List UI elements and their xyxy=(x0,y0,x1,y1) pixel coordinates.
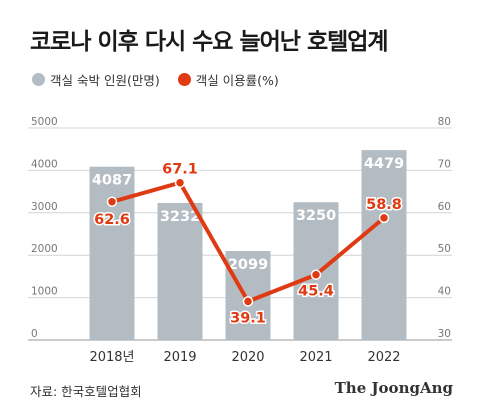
legend-swatch-guests xyxy=(32,73,45,86)
line-value-label: 39.1 xyxy=(230,310,266,326)
x-tick-label: 2020 xyxy=(231,350,264,365)
occupancy-point xyxy=(174,177,186,188)
line-value-label: 58.8 xyxy=(366,197,402,213)
chart-title: 코로나 이후 다시 수요 늘어난 호텔업계 xyxy=(30,29,389,55)
y-right-tick-label: 60 xyxy=(438,201,451,213)
legend-item-occupancy: 객실 이용률(%) xyxy=(177,70,279,89)
y-right-tick-label: 80 xyxy=(438,116,451,128)
y-left-tick-label: 0 xyxy=(31,328,38,340)
y-left-tick-label: 1000 xyxy=(31,286,58,298)
bar xyxy=(89,166,135,340)
x-tick-label: 2018년 xyxy=(89,350,134,365)
occupancy-point xyxy=(106,196,118,208)
bar-value-label: 2099 xyxy=(228,257,268,273)
y-left-tick-label: 2000 xyxy=(31,243,58,255)
line-value-label: 67.1 xyxy=(162,162,198,178)
legend-label-occupancy: 객실 이용률(%) xyxy=(195,73,279,88)
occupancy-point xyxy=(378,212,390,224)
line-value-label: 62.6 xyxy=(94,212,130,228)
y-right-tick-label: 30 xyxy=(438,328,451,340)
y-left-tick-label: 3000 xyxy=(31,201,58,213)
y-right-tick-label: 70 xyxy=(438,158,451,170)
source-note: 자료: 한국호텔업협회 xyxy=(30,384,142,399)
legend: 객실 숙박 인원(만명) 객실 이용률(%) xyxy=(32,70,297,89)
y-right-tick-label: 40 xyxy=(438,286,451,298)
occupancy-point xyxy=(310,269,322,280)
bar-value-label: 3232 xyxy=(160,209,200,225)
brand-logo: The JoongAng xyxy=(334,379,453,397)
bar xyxy=(157,202,203,340)
bar-value-label: 4479 xyxy=(364,156,404,172)
x-tick-label: 2021 xyxy=(299,350,332,365)
x-tick-label: 2019 xyxy=(163,350,196,365)
legend-item-guests: 객실 숙박 인원(만명) xyxy=(32,70,160,89)
y-right-tick-label: 50 xyxy=(438,243,451,255)
bar-value-label: 3250 xyxy=(296,208,336,224)
bar-value-label: 4087 xyxy=(92,173,132,189)
bar xyxy=(361,150,407,340)
line-value-label: 45.4 xyxy=(298,284,334,300)
y-left-tick-label: 5000 xyxy=(31,116,58,128)
y-left-tick-label: 4000 xyxy=(31,158,58,170)
x-tick-label: 2022 xyxy=(367,350,400,365)
occupancy-point xyxy=(242,296,254,307)
legend-label-guests: 객실 숙박 인원(만명) xyxy=(50,73,160,88)
legend-swatch-occupancy xyxy=(177,73,191,86)
